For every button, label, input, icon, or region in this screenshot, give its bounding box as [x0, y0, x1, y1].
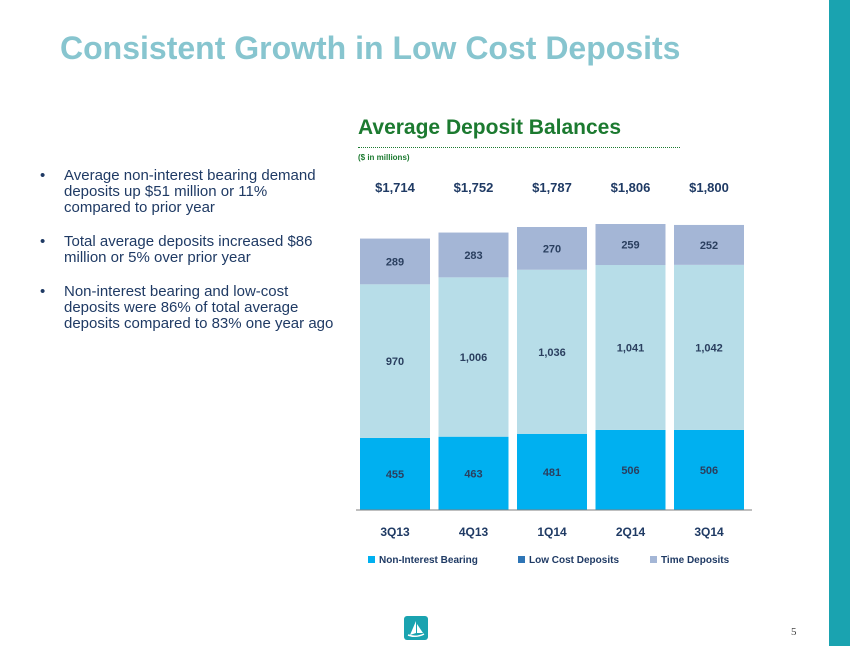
page-number: 5 — [791, 626, 797, 638]
data-label-low-cost-deposits: 1,006 — [460, 352, 488, 364]
data-label-non-interest-bearing: 463 — [464, 468, 482, 480]
data-label-low-cost-deposits: 970 — [386, 356, 404, 368]
total-label: $1,714 — [375, 180, 416, 195]
data-label-non-interest-bearing: 455 — [386, 469, 404, 481]
data-label-time-deposits: 252 — [700, 240, 718, 252]
bar-time-deposits — [595, 224, 666, 266]
data-label-low-cost-deposits: 1,036 — [538, 347, 566, 359]
chart-title-divider — [358, 147, 680, 148]
bank-logo-icon — [404, 616, 428, 640]
data-label-non-interest-bearing: 506 — [621, 465, 639, 477]
bar-low-cost-deposits — [595, 265, 666, 430]
chart-subtitle: ($ in millions) — [358, 153, 410, 162]
bar-non-interest-bearing — [438, 436, 509, 510]
data-label-time-deposits: 259 — [621, 240, 639, 252]
bullet-item: Total average deposits increased $86 mil… — [38, 234, 338, 266]
x-tick-label: 4Q13 — [459, 525, 489, 539]
legend-label: Low Cost Deposits — [529, 555, 619, 566]
data-label-time-deposits: 283 — [464, 250, 482, 262]
data-label-time-deposits: 289 — [386, 256, 404, 268]
data-label-low-cost-deposits: 1,041 — [617, 342, 645, 354]
bar-time-deposits — [674, 224, 744, 265]
data-label-non-interest-bearing: 506 — [700, 465, 718, 477]
accent-side-bar — [829, 0, 850, 646]
bar-low-cost-deposits — [360, 284, 430, 438]
legend-swatch — [518, 556, 525, 563]
bullet-item: Non-interest bearing and low-cost deposi… — [38, 284, 338, 332]
bullet-item: Average non-interest bearing demand depo… — [38, 168, 338, 216]
chart-title: Average Deposit Balances — [358, 116, 622, 139]
x-tick-label: 1Q14 — [537, 525, 567, 539]
legend-label: Non-Interest Bearing — [379, 555, 478, 566]
total-label: $1,752 — [454, 180, 494, 195]
bar-low-cost-deposits — [438, 277, 509, 437]
total-label: $1,787 — [532, 180, 572, 195]
bar-time-deposits — [438, 232, 509, 278]
x-tick-label: 3Q13 — [380, 525, 410, 539]
data-label-non-interest-bearing: 481 — [543, 467, 561, 479]
page-title: Consistent Growth in Low Cost Deposits — [60, 30, 681, 66]
bar-non-interest-bearing — [595, 429, 666, 510]
bar-non-interest-bearing — [517, 433, 587, 510]
bar-time-deposits — [360, 238, 430, 285]
data-label-low-cost-deposits: 1,042 — [695, 342, 723, 354]
bar-low-cost-deposits — [517, 269, 587, 434]
bar-non-interest-bearing — [360, 437, 430, 510]
data-label-time-deposits: 270 — [543, 243, 561, 255]
x-tick-label: 2Q14 — [616, 525, 646, 539]
total-label: $1,800 — [689, 180, 729, 195]
bullet-list: Average non-interest bearing demand depo… — [38, 168, 338, 350]
bar-low-cost-deposits — [674, 264, 744, 430]
bar-time-deposits — [517, 227, 587, 270]
total-label: $1,806 — [611, 180, 651, 195]
x-tick-label: 3Q14 — [694, 525, 724, 539]
legend-swatch — [368, 556, 375, 563]
legend-swatch — [650, 556, 657, 563]
legend-label: Time Deposits — [661, 555, 730, 566]
bar-non-interest-bearing — [674, 429, 744, 510]
